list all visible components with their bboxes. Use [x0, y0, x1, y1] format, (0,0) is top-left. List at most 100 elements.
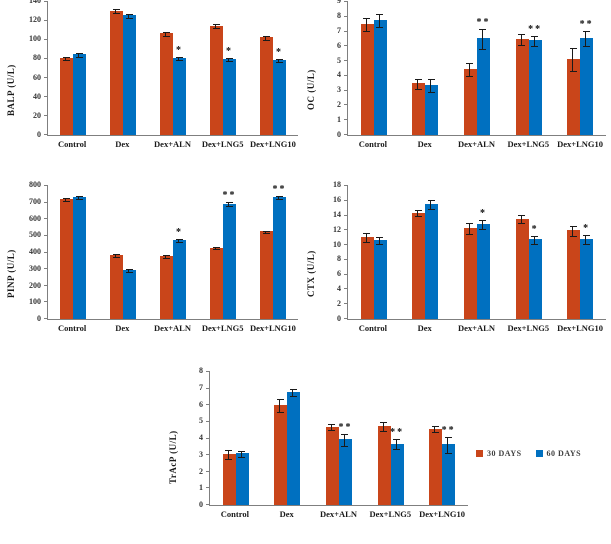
- significance-marker: **: [476, 16, 491, 28]
- error-bar: [75, 195, 83, 200]
- error-bar: [225, 450, 233, 461]
- error-bar: [162, 255, 170, 259]
- y-tick-mark: [344, 89, 348, 91]
- bar-group: **: [313, 372, 365, 505]
- y-tick-mark: [206, 454, 210, 456]
- bar-group: **: [451, 2, 503, 135]
- error-bar: [289, 388, 297, 398]
- legend-label: 60 DAYS: [546, 449, 582, 458]
- bar-30days: [160, 31, 173, 135]
- y-tick-label: 3: [337, 85, 341, 95]
- bar-60days: **: [223, 191, 236, 319]
- error-bar: [112, 9, 120, 14]
- y-tick-label: 0: [199, 500, 203, 509]
- bar-30days: [515, 33, 529, 135]
- error-bar: [466, 63, 474, 78]
- y-tick-label: 3: [199, 449, 203, 459]
- plot-area: * ** **: [44, 184, 298, 320]
- error-bar: [175, 239, 183, 244]
- y-tick-label: 5: [199, 416, 203, 426]
- y-tick-mark: [344, 60, 348, 62]
- bar-group: [348, 186, 400, 319]
- bar-30days: [325, 424, 339, 505]
- chart-body: 0 100 200 300 400 500 600 700 800 * ** ** Control D…: [21, 181, 298, 362]
- bar-60days: [287, 388, 301, 505]
- y-tick-label: 2: [337, 299, 341, 309]
- bar-60days: [123, 268, 136, 319]
- error-bar: [112, 253, 120, 258]
- significance-marker: *: [583, 223, 591, 235]
- y-tick-mark: [344, 229, 348, 231]
- x-axis-label: Dex: [115, 139, 130, 149]
- y-tick-mark: [344, 104, 348, 106]
- plot-area: * * *: [44, 1, 298, 136]
- y-tick-mark: [344, 45, 348, 47]
- bar-group: [48, 2, 98, 135]
- x-axis-label: Dex+ALN: [458, 323, 495, 333]
- error-bar: [393, 438, 401, 451]
- bar-group: [348, 2, 400, 135]
- error-bar: [275, 58, 283, 64]
- y-tick-label: 9: [337, 0, 341, 5]
- y-axis-title: PINP (U/L): [6, 249, 16, 299]
- bar-60days: [73, 195, 86, 319]
- y-axis-title: BALP (U/L): [6, 64, 16, 116]
- y-tick-mark: [344, 30, 348, 32]
- x-axis-label: Dex: [279, 509, 294, 519]
- y-tick-label: 0: [37, 314, 41, 323]
- y-tick-label: 600: [29, 213, 41, 223]
- x-axis-labels: Control Dex Dex+ALN Dex+LNG5 Dex+LNG10: [347, 323, 606, 333]
- x-axis-label: Dex+LNG5: [507, 323, 550, 333]
- error-bar: [376, 236, 384, 246]
- bar-30days: [377, 421, 391, 505]
- y-tick-mark: [44, 115, 48, 116]
- bar-60days: *: [580, 224, 594, 319]
- error-bar: [225, 202, 233, 208]
- y-tick-mark: [344, 258, 348, 260]
- y-tick-mark: [44, 96, 48, 97]
- bar-group: **: [198, 186, 248, 319]
- y-tick-label: 200: [29, 280, 41, 290]
- y-axis-ticks: 0 1 2 3 4 5 6 7 8 9: [321, 0, 347, 139]
- error-bar: [518, 215, 526, 224]
- x-axis-label: Control: [358, 139, 387, 149]
- x-axis-label: Dex: [417, 139, 432, 149]
- error-bar: [569, 47, 577, 72]
- error-bar: [479, 220, 487, 231]
- x-axis-label: Dex+LNG10: [249, 139, 296, 149]
- y-tick-label: 500: [29, 230, 41, 240]
- error-bar: [75, 52, 83, 58]
- bar-group: *: [503, 186, 555, 319]
- bar-30days: [360, 233, 374, 319]
- chart-body: 0 1 2 3 4 5 6 7 8 ** ** ** Control Dex Dex+ALN Dex+LN…: [183, 367, 468, 542]
- error-bar: [531, 235, 539, 245]
- bar-30days: [110, 9, 123, 135]
- x-axis-label: Dex+ALN: [154, 139, 191, 149]
- x-axis-label: Dex: [115, 323, 130, 333]
- plot-area: ** ** **: [344, 1, 606, 136]
- significance-marker: **: [390, 426, 405, 438]
- error-bar: [363, 18, 371, 33]
- y-tick-label: 20: [33, 110, 41, 120]
- y-tick-label: 8: [337, 254, 341, 264]
- error-bar: [162, 31, 170, 37]
- bar-60days: **: [528, 25, 542, 135]
- error-bar: [238, 450, 246, 458]
- y-tick-mark: [206, 371, 210, 372]
- significance-marker: **: [579, 19, 594, 31]
- y-tick-mark: [344, 273, 348, 275]
- y-tick-mark: [206, 404, 210, 406]
- y-tick-mark: [44, 58, 48, 59]
- error-bar: [431, 426, 439, 434]
- bar-60days: **: [273, 184, 286, 319]
- y-tick-mark: [44, 77, 48, 78]
- x-axis-label: Dex+LNG10: [249, 323, 296, 333]
- error-bar: [225, 57, 233, 63]
- bar-30days: [260, 35, 273, 135]
- bar-60days: [73, 52, 86, 135]
- bar-group: **: [554, 2, 606, 135]
- y-tick-label: 1: [199, 483, 203, 493]
- x-axis-label: Dex+LNG5: [201, 139, 244, 149]
- y-tick-label: 2: [337, 100, 341, 110]
